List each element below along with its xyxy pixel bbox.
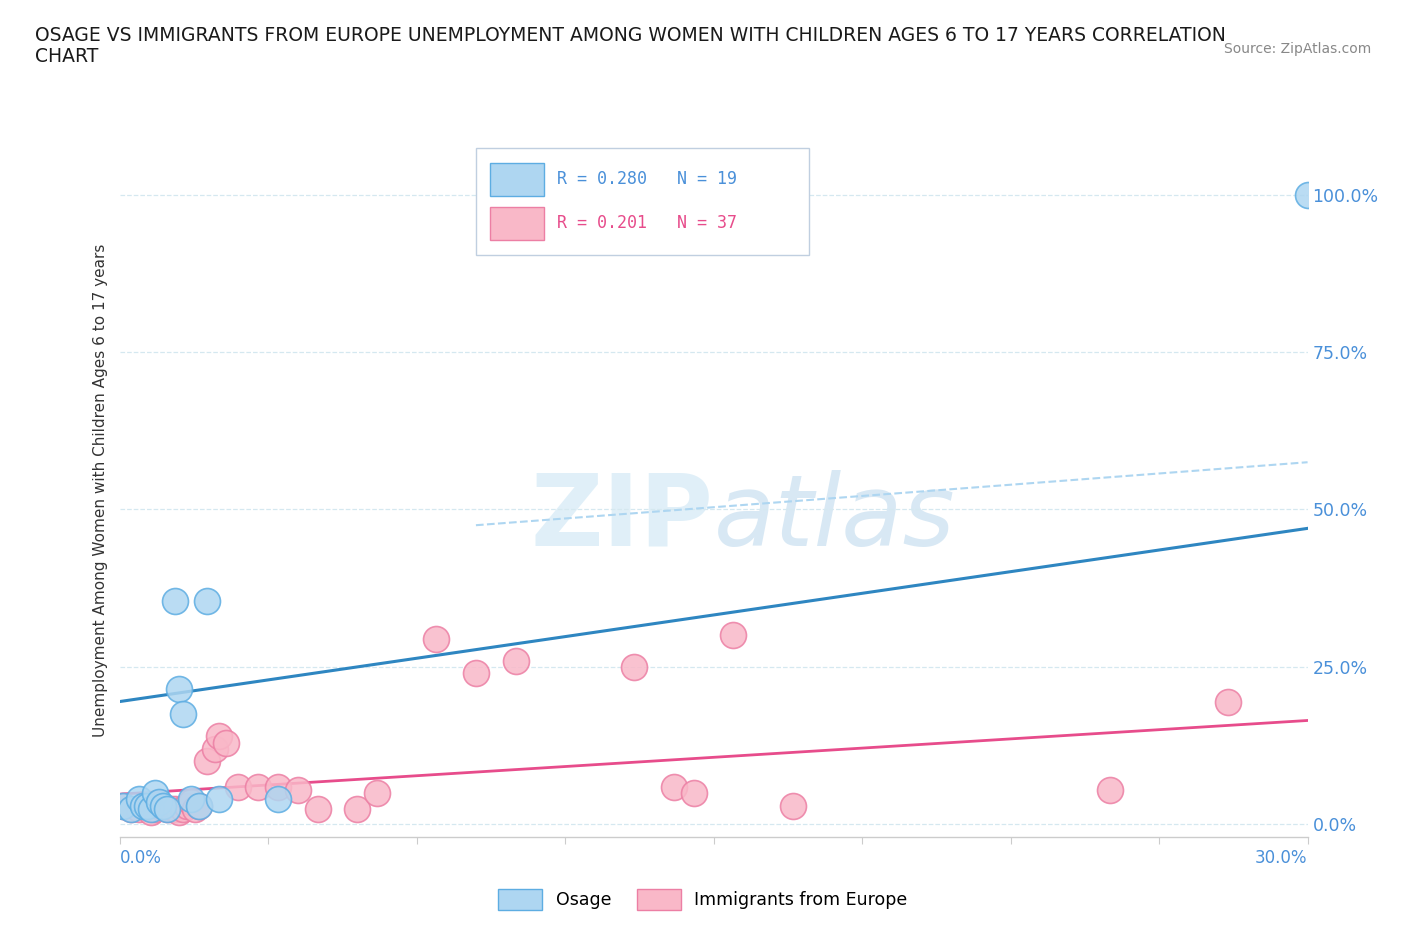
Point: [1218, 694, 1240, 709]
Text: ZIP: ZIP: [530, 470, 713, 566]
Point: [156, 802, 179, 817]
Point: [267, 779, 290, 794]
Point: [128, 802, 150, 817]
Point: [136, 798, 159, 813]
Text: CHART: CHART: [35, 46, 98, 65]
Point: [425, 631, 447, 646]
Point: [228, 779, 250, 794]
Point: [366, 786, 388, 801]
Point: [148, 798, 170, 813]
Point: [163, 802, 186, 817]
Text: 30.0%: 30.0%: [1256, 849, 1308, 867]
Point: [215, 735, 238, 750]
Point: [195, 593, 218, 608]
Point: [156, 802, 179, 817]
Point: [176, 798, 198, 813]
Point: [143, 786, 166, 801]
Point: [132, 798, 155, 813]
Point: [1296, 187, 1319, 202]
Point: [160, 802, 183, 817]
Point: [148, 795, 170, 810]
Point: [195, 754, 218, 769]
Point: [184, 802, 207, 817]
Point: [172, 802, 194, 817]
Point: [172, 707, 194, 722]
Point: [112, 798, 135, 813]
Text: R = 0.280   N = 19: R = 0.280 N = 19: [557, 170, 737, 189]
Point: [287, 782, 309, 797]
Point: [682, 786, 704, 801]
Text: R = 0.201   N = 37: R = 0.201 N = 37: [557, 214, 737, 232]
Point: [464, 666, 488, 681]
Point: [152, 798, 174, 813]
Point: [207, 791, 229, 806]
Point: [167, 682, 190, 697]
Text: OSAGE VS IMMIGRANTS FROM EUROPE UNEMPLOYMENT AMONG WOMEN WITH CHILDREN AGES 6 TO: OSAGE VS IMMIGRANTS FROM EUROPE UNEMPLOY…: [35, 26, 1226, 45]
Point: [723, 628, 745, 643]
FancyBboxPatch shape: [491, 163, 544, 196]
Point: [1098, 782, 1121, 797]
Point: [187, 798, 209, 813]
Point: [120, 802, 142, 817]
Point: [167, 804, 190, 819]
Point: [623, 659, 645, 674]
Point: [141, 802, 163, 817]
Y-axis label: Unemployment Among Women with Children Ages 6 to 17 years: Unemployment Among Women with Children A…: [93, 244, 108, 737]
Point: [207, 729, 229, 744]
Point: [128, 791, 150, 806]
Text: Source: ZipAtlas.com: Source: ZipAtlas.com: [1223, 42, 1371, 56]
Text: atlas: atlas: [713, 470, 955, 566]
Point: [136, 798, 159, 813]
Point: [346, 802, 368, 817]
Text: 0.0%: 0.0%: [120, 849, 162, 867]
Point: [247, 779, 270, 794]
Point: [505, 653, 527, 668]
FancyBboxPatch shape: [491, 206, 544, 240]
Point: [307, 802, 329, 817]
Point: [143, 802, 166, 817]
Point: [180, 795, 202, 810]
Point: [120, 802, 142, 817]
FancyBboxPatch shape: [475, 148, 808, 255]
Point: [180, 791, 202, 806]
Point: [112, 798, 135, 813]
Point: [662, 779, 685, 794]
Point: [782, 798, 804, 813]
Legend: Osage, Immigrants from Europe: Osage, Immigrants from Europe: [491, 882, 915, 917]
Point: [204, 741, 226, 756]
Point: [187, 798, 209, 813]
Point: [141, 804, 163, 819]
Point: [163, 593, 186, 608]
Point: [267, 791, 290, 806]
